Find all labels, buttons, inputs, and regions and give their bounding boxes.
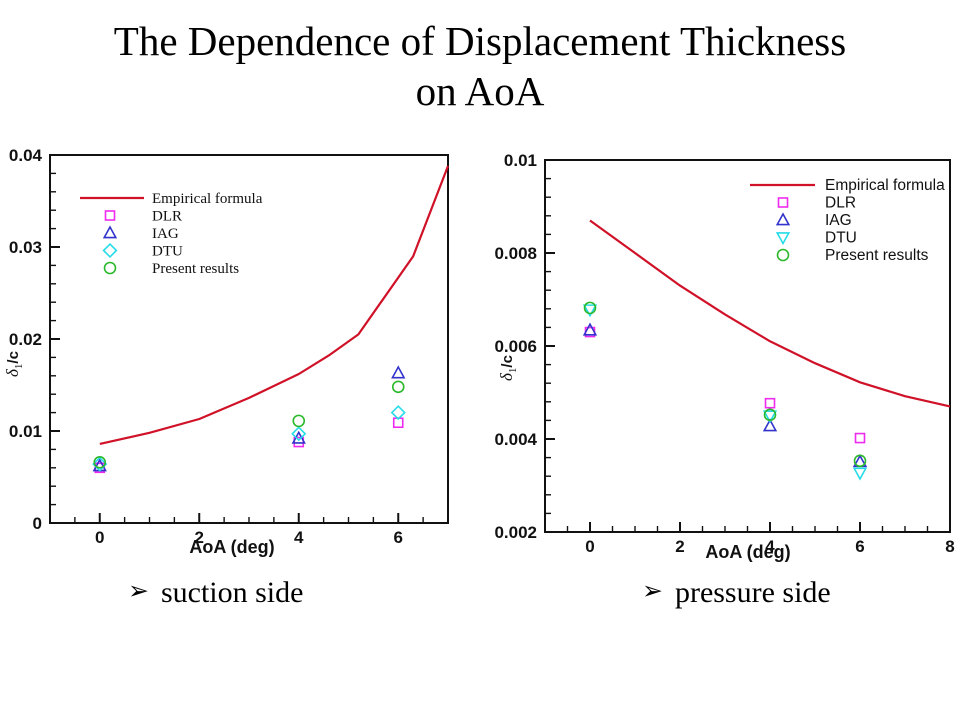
x-axis-label: AoA (deg) (189, 537, 274, 557)
legend-label: DTU (152, 244, 183, 260)
data-point-dtu (390, 405, 406, 421)
data-point-dlr (764, 397, 776, 409)
data-point-present-results (583, 301, 597, 315)
y-tick-label: 0 (33, 514, 42, 533)
data-point-present-results (292, 414, 306, 428)
y-axis-label: δ1/c (497, 355, 519, 381)
suction-side-chart: 0 2 4 6 0 0.01 0.02 0.03 0.04 AoA (deg) δ1/c Empiri… (3, 146, 450, 557)
x-tick-label: 0 (585, 537, 594, 556)
data-point-dtu (762, 410, 778, 424)
plot-frame (49, 154, 449, 524)
x-tick-label: 4 (765, 537, 775, 556)
legend-label: DTU (825, 230, 857, 247)
legend-marker-triangle-up (102, 225, 118, 239)
legend-label: Present results (152, 261, 239, 277)
arrow-bullet-icon: ➢ (128, 578, 149, 605)
legend-marker-square (104, 210, 116, 221)
legend-label: Empirical formula (152, 191, 263, 207)
legend-label: IAG (825, 212, 852, 229)
empirical-formula-line (589, 219, 951, 408)
data-point-iag (582, 322, 598, 336)
data-point-iag (391, 365, 406, 379)
x-tick-label: 4 (294, 528, 304, 547)
y-tick-label: 0.006 (494, 337, 537, 356)
caption-suction-side: ➢ suction side (128, 576, 303, 610)
y-tick-label: 0.02 (9, 330, 42, 349)
empirical-formula-line (99, 165, 450, 445)
x-tick-label: 0 (95, 528, 104, 547)
x-tick-label: 2 (675, 537, 684, 556)
data-point-present-results (763, 408, 777, 422)
caption-pressure-label: pressure side (674, 576, 831, 609)
y-tick-label: 0.01 (504, 151, 537, 170)
data-point-present-results (93, 455, 107, 469)
x-axis-label: AoA (deg) (705, 542, 790, 562)
plot-frame (544, 159, 951, 533)
caption-suction-label: suction side (160, 576, 304, 609)
arrow-bullet-icon: ➢ (642, 578, 663, 605)
data-point-dtu (291, 426, 307, 442)
slide-title: The Dependence of Displacement Thickness… (0, 16, 960, 116)
x-tick-label: 6 (855, 537, 864, 556)
pressure-side-chart: 0 2 4 6 8 0.002 0.004 0.006 0.008 0.01 AoA (deg) δ1… (494, 151, 954, 562)
slide-title-line1: The Dependence of Displacement Thickness (113, 18, 847, 64)
y-tick-label: 0.03 (9, 238, 42, 257)
legend-label: IAG (152, 226, 179, 242)
legend-marker-triangle-down (775, 232, 791, 246)
legend-marker-diamond (102, 242, 118, 259)
data-point-dtu (582, 304, 598, 318)
slide-title-line2: on AoA (415, 68, 545, 115)
y-tick-label: 0.004 (494, 430, 537, 449)
y-tick-label: 0.04 (9, 146, 43, 165)
legend-marker-triangle-up (775, 212, 791, 226)
y-axis-label: δ1/c (3, 351, 25, 377)
data-point-dtu (852, 467, 868, 481)
data-point-present-results (391, 380, 405, 394)
legend-marker-square (777, 197, 789, 208)
data-point-present-results (853, 454, 867, 468)
legend-label: DLR (152, 209, 182, 225)
y-tick-label: 0.008 (494, 244, 537, 263)
x-tick-label: 2 (195, 528, 204, 547)
y-tick-label: 0.01 (9, 422, 42, 441)
y-tick-label: 0.002 (494, 523, 537, 542)
legend-label: Empirical formula (825, 177, 945, 194)
legend-label: DLR (825, 195, 856, 212)
data-point-iag (762, 418, 778, 432)
x-tick-label: 8 (945, 537, 954, 556)
data-point-dtu (92, 456, 108, 472)
legend-marker-circle (103, 261, 117, 275)
x-tick-label: 6 (394, 528, 403, 547)
legend-label: Present results (825, 247, 929, 264)
caption-pressure-side: ➢ pressure side (642, 576, 831, 610)
data-point-dlr (854, 432, 866, 444)
legend-marker-circle (776, 248, 790, 262)
